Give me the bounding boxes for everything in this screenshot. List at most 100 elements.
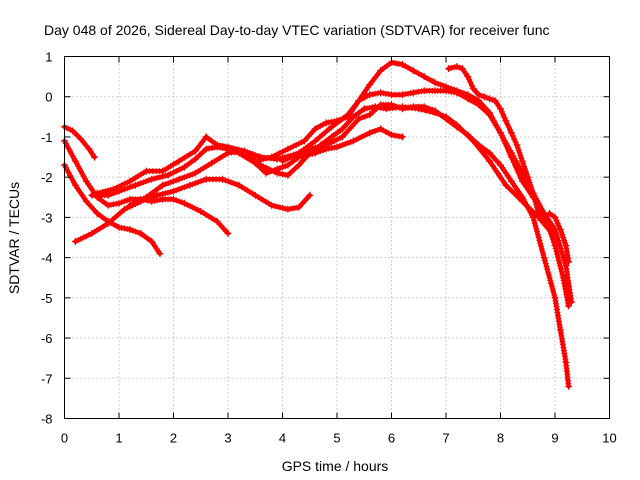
y-tick-label: -8 [41, 412, 53, 427]
data-point [524, 173, 532, 181]
data-point [159, 195, 167, 203]
data-point [565, 258, 573, 266]
data-point [284, 161, 292, 169]
y-tick-label: -7 [41, 371, 53, 386]
data-point [442, 83, 450, 91]
data-point [191, 155, 199, 163]
data-point [159, 181, 167, 189]
data-point [159, 167, 167, 175]
x-tick-label: 5 [333, 431, 340, 446]
y-tick-label: -1 [41, 130, 53, 145]
data-point [442, 115, 450, 123]
data-point [556, 326, 564, 334]
data-point [71, 157, 79, 165]
data-point [170, 187, 177, 195]
data-point [175, 175, 183, 183]
data-point [224, 149, 232, 157]
data-point [507, 153, 515, 161]
data-point [540, 213, 548, 221]
x-tick-label: 9 [551, 431, 558, 446]
data-point [507, 177, 515, 185]
data-point [475, 91, 483, 99]
data-point [518, 177, 526, 185]
data-point [398, 61, 406, 68]
data-point [235, 181, 243, 189]
data-point [464, 73, 472, 81]
data-point [464, 131, 472, 139]
data-point [186, 181, 194, 189]
x-tick-label: 1 [115, 431, 122, 446]
data-point [284, 205, 292, 213]
data-point [377, 89, 385, 97]
data-point [115, 199, 123, 207]
data-point [464, 91, 472, 99]
data-point [398, 133, 406, 141]
data-point [175, 157, 183, 165]
data-point [507, 129, 515, 137]
chart-title: Day 048 of 2026, Sidereal Day-to-day VTE… [44, 22, 550, 38]
data-point [475, 97, 483, 105]
data-point [445, 65, 453, 73]
data-point [486, 95, 494, 103]
data-point [513, 141, 521, 149]
data-point [257, 161, 265, 169]
data-point [360, 105, 368, 113]
data-point [85, 145, 93, 153]
data-point [328, 133, 336, 141]
data-point [104, 219, 112, 227]
data-point [213, 217, 221, 225]
data-point [126, 195, 134, 203]
data-point [295, 161, 303, 169]
data-point [202, 145, 210, 153]
axis-ticks [64, 56, 610, 419]
data-point [153, 191, 161, 199]
data-point [475, 141, 483, 149]
data-point [398, 105, 406, 113]
x-axis-label: GPS time / hours [282, 458, 389, 474]
y-tick-label: 1 [45, 50, 52, 65]
data-point [502, 117, 510, 125]
data-point [311, 137, 319, 145]
data-point [284, 145, 292, 153]
data-point [268, 201, 276, 209]
data-point [453, 87, 461, 95]
x-tick-label: 2 [170, 431, 177, 446]
data-point [344, 111, 352, 119]
data-point [567, 298, 575, 306]
data-point [529, 189, 537, 197]
data-point [126, 226, 134, 233]
data-point [300, 137, 308, 145]
data-point [562, 242, 570, 249]
data-point [480, 93, 488, 101]
x-tick-label: 6 [388, 431, 395, 446]
data-point [91, 153, 98, 161]
data-point [366, 129, 374, 137]
data-point [322, 119, 330, 127]
data-point [562, 262, 570, 270]
data-point [497, 105, 504, 113]
data-point [562, 358, 570, 366]
data-point [82, 177, 90, 185]
data-point [518, 193, 526, 201]
data-point [121, 205, 128, 213]
data-point [191, 147, 199, 155]
data-point [88, 230, 96, 237]
data-point [366, 91, 374, 99]
data-point [431, 79, 439, 87]
y-tick-label: -3 [41, 210, 53, 225]
data-point [398, 91, 406, 99]
data-point [284, 171, 292, 179]
data-point [409, 89, 417, 97]
data-point [311, 125, 319, 133]
y-tick-label: -5 [41, 291, 53, 306]
series-arc-4 [71, 175, 314, 245]
data-point [565, 382, 573, 390]
data-point [279, 157, 286, 165]
data-point [338, 133, 346, 141]
data-point [88, 191, 96, 199]
data-point [355, 97, 363, 105]
data-point [93, 209, 101, 217]
data-point [322, 141, 330, 149]
data-point [126, 201, 134, 209]
data-point [529, 213, 537, 221]
